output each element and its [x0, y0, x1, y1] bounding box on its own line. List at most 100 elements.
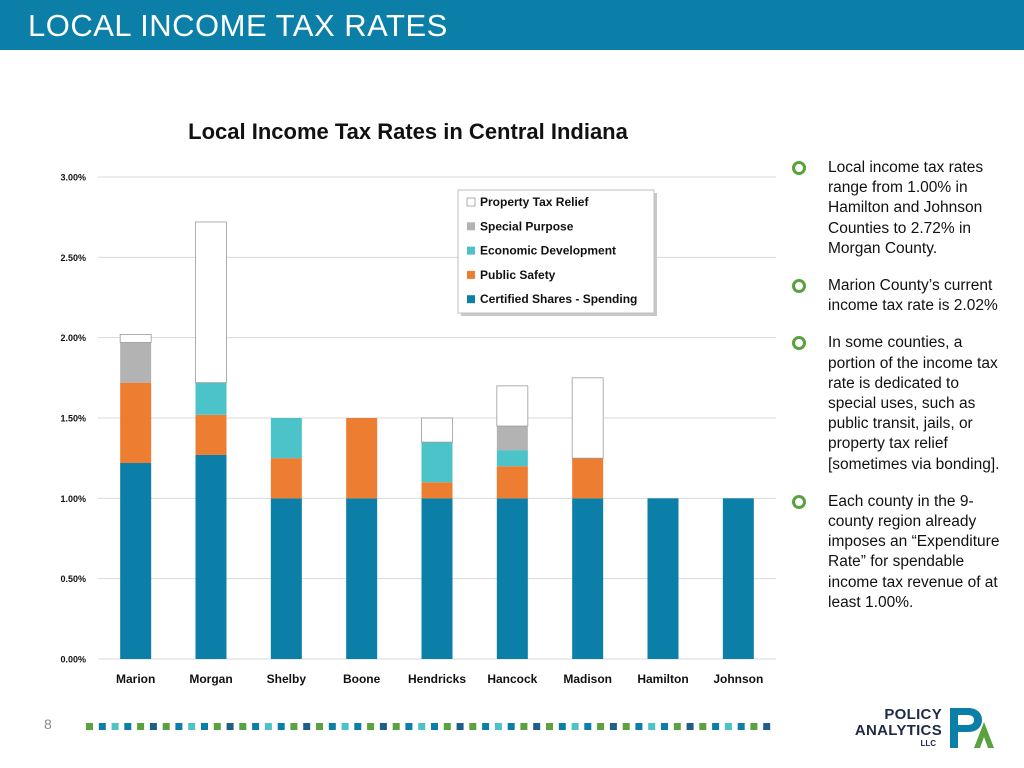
- bullet-text: Each county in the 9-county region alrea…: [828, 492, 1000, 611]
- legend-swatch: [467, 222, 475, 231]
- chart-title: Local Income Tax Rates in Central Indian…: [188, 119, 628, 144]
- decorative-square: [418, 723, 426, 730]
- legend-swatch: [467, 270, 475, 279]
- bar-segment: [571, 377, 604, 459]
- bullet-list: Local income tax rates range from 1.00% …: [792, 158, 1007, 630]
- legend-label: Property Tax Relief: [480, 195, 589, 209]
- title-bar: LOCAL INCOME TAX RATES: [0, 0, 1024, 50]
- decorative-square: [648, 723, 656, 730]
- decorative-square: [86, 723, 93, 730]
- stacked-bar-chart: Local Income Tax Rates in Central Indian…: [60, 119, 776, 686]
- bar-segment: [120, 342, 152, 383]
- bar-segment: [496, 498, 528, 659]
- decorative-square: [507, 723, 515, 730]
- bar-segment: [270, 498, 302, 659]
- legend-label: Public Safety: [480, 268, 556, 282]
- decorative-square: [469, 723, 477, 730]
- decorative-square: [124, 723, 132, 730]
- decorative-square: [597, 723, 605, 730]
- decorative-square: [558, 723, 566, 730]
- decorative-square: [98, 723, 106, 730]
- bar-segment: [496, 426, 528, 451]
- decorative-square: [213, 723, 221, 730]
- x-tick-label: Hendricks: [408, 672, 466, 686]
- decorative-square: [226, 723, 234, 730]
- pa-monogram-icon: [950, 708, 994, 748]
- x-tick-label: Morgan: [189, 672, 232, 686]
- legend-label: Certified Shares - Spending: [480, 292, 637, 306]
- decorative-square: [303, 723, 311, 730]
- bullet-icon: [792, 161, 806, 175]
- decorative-square: [188, 723, 196, 730]
- bar-segment: [346, 418, 378, 499]
- bullet-icon: [792, 336, 806, 351]
- logo-line-3: LLC: [920, 739, 936, 748]
- bullet-item: Marion County’s current income tax rate …: [792, 276, 1007, 316]
- decorative-square: [252, 723, 260, 730]
- decorative-square: [699, 723, 707, 730]
- bullet-text: Marion County’s current income tax rate …: [828, 277, 998, 315]
- bar-segment: [572, 498, 604, 659]
- bar-segment: [421, 442, 453, 483]
- decorative-square: [264, 723, 272, 730]
- decorative-square: [494, 723, 502, 730]
- bullet-text: Local income tax rates range from 1.00% …: [828, 159, 984, 257]
- bar-segment: [722, 498, 754, 659]
- bullet-item: Each county in the 9-county region alrea…: [792, 492, 1007, 613]
- company-logo: POLICY ANALYTICS LLC: [854, 704, 998, 752]
- y-tick-label: 2.50%: [60, 253, 86, 263]
- legend-label: Economic Development: [480, 244, 616, 258]
- decorative-square: [724, 723, 732, 730]
- decorative-square: [290, 723, 298, 730]
- x-tick-label: Hamilton: [637, 672, 688, 686]
- decorative-square: [341, 723, 349, 730]
- bullet-item: Local income tax rates range from 1.00% …: [792, 158, 1007, 259]
- decorative-square: [354, 723, 362, 730]
- decorative-square: [609, 723, 617, 730]
- decorative-square: [673, 723, 681, 730]
- bar-segment: [421, 417, 453, 443]
- decorative-square: [546, 723, 553, 730]
- bar-segment: [120, 382, 152, 463]
- decorative-square: [392, 723, 400, 730]
- decorative-square: [137, 723, 145, 730]
- decorative-square: [712, 723, 720, 730]
- bar-segment: [496, 466, 528, 499]
- decorative-square: [201, 723, 208, 730]
- decorative-square: [533, 723, 541, 730]
- decorative-square: [584, 723, 592, 730]
- decorative-square: [162, 723, 170, 730]
- decorative-square: [111, 723, 119, 730]
- bar-segment: [195, 382, 227, 415]
- legend-swatch: [467, 295, 475, 304]
- x-tick-label: Shelby: [267, 672, 307, 686]
- bullet-text: In some counties, a portion of the incom…: [828, 334, 1000, 473]
- decorative-square: [379, 723, 387, 730]
- slide-title: LOCAL INCOME TAX RATES: [28, 8, 448, 43]
- legend-swatch: [467, 246, 475, 255]
- bar-segment: [119, 334, 152, 343]
- logo-line-2: ANALYTICS: [854, 722, 942, 739]
- bar-segment: [346, 498, 378, 659]
- bar-segment: [270, 418, 302, 459]
- decorative-square: [661, 723, 668, 730]
- decorative-square: [405, 723, 413, 730]
- bar-segment: [421, 498, 453, 659]
- x-tick-label: Johnson: [713, 672, 763, 686]
- decorative-square: [443, 723, 451, 730]
- decorative-square: [686, 723, 694, 730]
- x-tick-label: Marion: [116, 672, 155, 686]
- decorative-square: [431, 723, 438, 730]
- decorative-square: [520, 723, 528, 730]
- page-number: 8: [44, 716, 52, 732]
- bar-segment: [195, 221, 227, 384]
- decorative-square: [316, 723, 323, 730]
- decorative-square: [622, 723, 630, 730]
- y-tick-label: 0.00%: [60, 655, 86, 665]
- bar-segment: [195, 454, 227, 659]
- y-tick-label: 2.00%: [60, 333, 86, 343]
- y-tick-label: 1.00%: [60, 494, 86, 504]
- y-tick-label: 3.00%: [60, 173, 86, 183]
- bar-segment: [195, 414, 227, 455]
- bar-segment: [270, 458, 302, 499]
